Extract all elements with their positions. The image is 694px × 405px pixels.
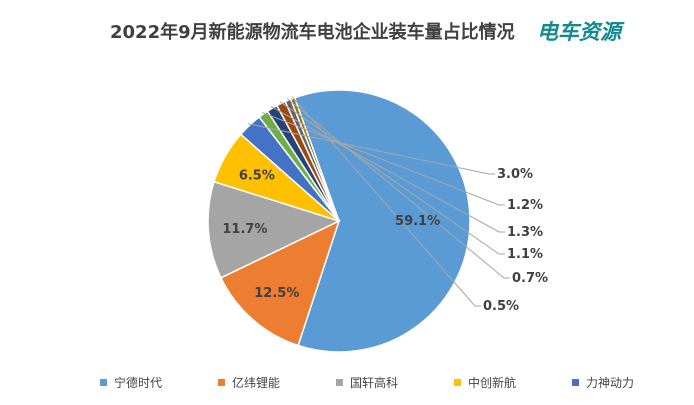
legend-swatch xyxy=(336,379,343,386)
legend-label: 亿纬锂能 xyxy=(232,376,281,390)
slice-label: 1.2% xyxy=(507,198,543,213)
legend-item: 国轩高科 xyxy=(336,374,454,391)
slice-label: 6.5% xyxy=(239,169,275,184)
slice-label: 1.3% xyxy=(507,225,543,240)
legend-label: 国轩高科 xyxy=(350,376,399,390)
slice-label: 59.1% xyxy=(395,214,440,229)
leader-line xyxy=(248,123,495,175)
legend-item: 力神动力 xyxy=(572,374,690,391)
legend-swatch xyxy=(454,379,461,386)
slice-label: 12.5% xyxy=(254,286,299,301)
slice-label: 0.5% xyxy=(483,299,519,314)
slice-label: 1.1% xyxy=(507,247,543,262)
legend-item: 宁德时代 xyxy=(100,374,218,391)
legend-label: 中创新航 xyxy=(468,376,517,390)
slice-label: 3.0% xyxy=(497,167,533,182)
legend-item: 中创新航 xyxy=(454,374,572,391)
leader-line xyxy=(286,98,510,279)
slice-label: 0.7% xyxy=(512,271,548,286)
pie-slice xyxy=(219,219,341,347)
leader-line xyxy=(291,96,481,307)
chart-title: 2022年9月新能源物流车电池企业装车量占比情况 xyxy=(110,22,515,43)
legend-swatch xyxy=(572,379,579,386)
pie-slice xyxy=(207,180,342,279)
slice-label: 11.7% xyxy=(222,222,267,237)
legend-swatch xyxy=(218,379,225,386)
legend-label: 宁德时代 xyxy=(114,376,163,390)
brand-logo: 电车资源 xyxy=(537,20,621,44)
legend-item: 亿纬锂能 xyxy=(218,374,336,391)
chart-legend: 宁德时代 亿纬锂能 国轩高科 中创新航 力神动力 xyxy=(100,374,690,391)
legend-label: 力神动力 xyxy=(586,376,635,390)
pie-slice xyxy=(293,89,471,353)
legend-swatch xyxy=(100,379,107,386)
